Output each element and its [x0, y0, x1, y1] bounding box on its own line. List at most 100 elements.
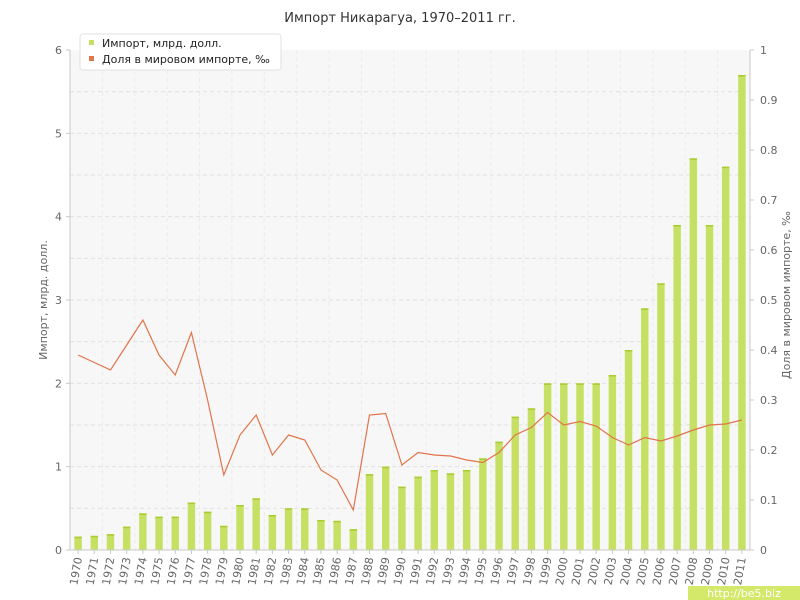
bar-1989 [381, 466, 390, 550]
y2-tick-label: 0.1 [760, 494, 778, 507]
x-tick-label: 1994 [456, 556, 474, 586]
watermark[interactable]: http://be5.biz [688, 586, 800, 600]
bar-cap-2011 [738, 75, 746, 77]
y2-tick-label: 0.4 [760, 344, 778, 357]
bar-1990 [398, 486, 406, 550]
bar-1982 [268, 515, 277, 550]
x-tick-label: 2005 [634, 556, 652, 586]
y2-tick-label: 0.6 [760, 244, 778, 257]
x-tick-label: 1974 [132, 556, 150, 586]
bar-2007 [673, 225, 681, 550]
x-tick-label: 2009 [699, 556, 717, 586]
bar-2008 [689, 158, 698, 551]
bar-cap-1985 [317, 520, 325, 522]
bar-2003 [608, 375, 617, 550]
y2-tick-label: 0.2 [760, 444, 778, 457]
y-tick-label: 0 [55, 544, 62, 557]
bar-1974 [139, 513, 147, 550]
legend-box [79, 33, 282, 71]
bar-1991 [414, 476, 422, 550]
x-tick-label: 1981 [245, 556, 263, 586]
bar-1970 [74, 536, 82, 550]
y2-tick-label: 0.9 [760, 94, 778, 107]
y2-tick-label: 0.8 [760, 144, 778, 157]
x-tick-label: 1998 [521, 556, 539, 586]
x-tick-label: 1978 [197, 556, 215, 586]
bar-cap-1970 [74, 536, 82, 539]
watermark-link[interactable]: http://be5.biz [707, 587, 781, 600]
bar-cap-1977 [187, 502, 196, 504]
legend-swatch-import [89, 40, 94, 45]
bar-cap-1976 [171, 516, 179, 519]
bar-cap-2005 [641, 308, 649, 310]
chart-grid [69, 50, 750, 550]
bar-cap-1996 [495, 441, 503, 444]
x-tick-label: 1972 [100, 556, 118, 586]
x-tick-label: 1986 [326, 556, 344, 586]
bar-1993 [446, 473, 455, 550]
bar-1971 [90, 535, 99, 550]
bar-1986 [333, 520, 341, 550]
x-tick-label: 1973 [116, 556, 134, 586]
bar-cap-1984 [301, 508, 309, 510]
bar-cap-1989 [381, 466, 390, 469]
axes [66, 49, 754, 554]
x-tick-label: 2006 [650, 556, 668, 586]
x-tick-label: 2000 [553, 556, 571, 586]
bar-1994 [462, 470, 471, 550]
x-tick-label: 1984 [294, 556, 312, 586]
bar-cap-2008 [689, 158, 698, 160]
legend-entry-share: Доля в мировом импорте, ‰ [102, 53, 270, 66]
bar-cap-1999 [543, 383, 552, 385]
x-tick-label: 2010 [715, 556, 733, 586]
bar-1998 [527, 408, 536, 550]
bar-1995 [479, 458, 487, 550]
bar-cap-1992 [430, 470, 439, 472]
bar-1992 [430, 470, 439, 550]
bar-2004 [624, 350, 633, 550]
share-line-group [77, 318, 743, 512]
bar-1983 [284, 508, 293, 550]
bar-cap-1978 [203, 511, 212, 514]
x-tick-label: 2007 [666, 556, 684, 586]
x-tick-label: 1982 [262, 556, 280, 586]
bar-2006 [657, 283, 665, 550]
bar-cap-2009 [705, 225, 714, 227]
bars [74, 75, 746, 551]
x-tick-label: 1992 [424, 556, 442, 586]
x-tick-label: 1990 [391, 556, 409, 586]
x-tick-label: 1980 [229, 556, 247, 586]
x-tick-label: 1979 [213, 556, 231, 586]
bar-cap-1994 [462, 470, 471, 472]
legend: Импорт, млрд. долл. Доля в мировом импор… [79, 33, 282, 71]
bar-1985 [317, 520, 325, 550]
bar-cap-1975 [155, 516, 163, 519]
x-tick-label: 1985 [310, 556, 328, 586]
bar-cap-1998 [527, 408, 536, 410]
x-tick-label: 1977 [181, 556, 199, 586]
y-tick-label: 4 [55, 211, 62, 224]
chart-title: Импорт Никарагуа, 1970–2011 гг. [284, 11, 516, 26]
y2-tick-label: 0.5 [760, 294, 778, 307]
share-line [77, 318, 743, 512]
x-tick-label: 1993 [440, 556, 458, 586]
bar-1978 [203, 511, 212, 550]
bar-cap-1986 [333, 520, 341, 523]
x-tick-label: 1995 [472, 556, 490, 586]
bar-cap-2010 [721, 166, 730, 169]
x-tick-label: 1971 [84, 556, 102, 586]
y-tick-label: 1 [55, 461, 62, 474]
bar-cap-1980 [236, 505, 244, 507]
bar-2005 [641, 308, 649, 550]
x-tick-label: 2004 [618, 556, 636, 586]
bar-cap-1991 [414, 476, 422, 479]
bar-1984 [301, 508, 309, 550]
bar-1977 [187, 502, 196, 550]
bar-cap-1981 [252, 498, 260, 500]
bar-1987 [349, 529, 358, 550]
legend-entry-import: Импорт, млрд. долл. [102, 37, 222, 50]
y2-tick-label: 0.7 [760, 194, 778, 207]
x-tick-label: 2008 [683, 556, 701, 586]
tick-labels: 0 1 2 3 4 5 6 0 0.1 0.2 0.3 0.4 0.5 0.6 0.7 0.8 0.9 1 1970… [55, 44, 778, 586]
